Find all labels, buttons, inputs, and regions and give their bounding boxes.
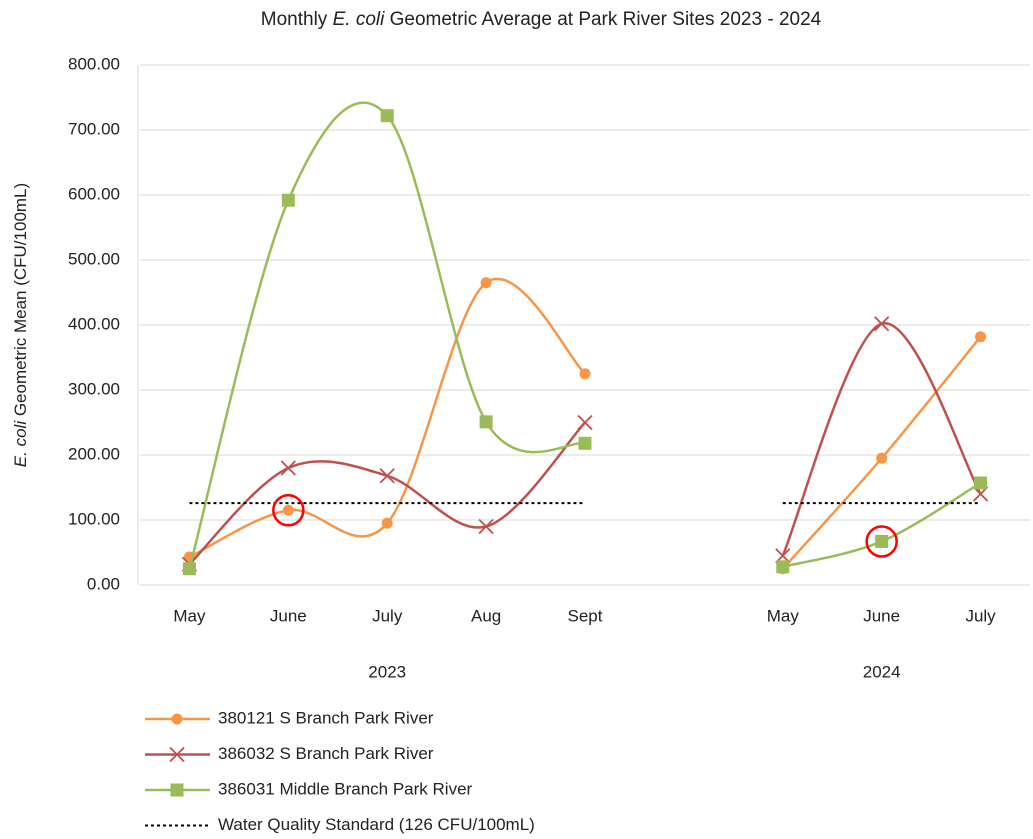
x-tick-label: June bbox=[863, 606, 900, 625]
highlight-circle bbox=[865, 525, 898, 558]
marker bbox=[478, 518, 494, 535]
y-tick-label: 300.00 bbox=[68, 379, 120, 398]
marker bbox=[480, 277, 492, 289]
y-label-part: E. coli bbox=[11, 420, 30, 468]
y-tick-label: 400.00 bbox=[68, 314, 120, 333]
legend-label: 386032 S Branch Park River bbox=[218, 744, 434, 763]
marker bbox=[578, 436, 592, 450]
title-part: Monthly bbox=[261, 9, 333, 30]
x-tick-label: May bbox=[767, 606, 800, 625]
marker bbox=[874, 316, 890, 332]
marker bbox=[381, 517, 393, 529]
marker bbox=[876, 452, 888, 464]
marker bbox=[281, 193, 295, 207]
x-tick-label: July bbox=[372, 606, 403, 625]
highlight-circle bbox=[272, 494, 305, 527]
y-tick-label: 200.00 bbox=[68, 444, 120, 463]
marker bbox=[479, 415, 493, 429]
y-axis-label: E. coli Geometric Mean (CFU/100mL) bbox=[11, 183, 30, 467]
group-label: 2023 bbox=[368, 662, 406, 681]
legend-label: Water Quality Standard (126 CFU/100mL) bbox=[218, 815, 535, 834]
marker bbox=[975, 331, 987, 343]
y-tick-label: 800.00 bbox=[68, 54, 120, 73]
marker bbox=[282, 504, 294, 516]
x-tick-label: Aug bbox=[471, 606, 501, 625]
marker bbox=[380, 109, 394, 123]
x-tick-label: Sept bbox=[568, 606, 603, 625]
y-tick-label: 0.00 bbox=[87, 574, 120, 593]
marker bbox=[577, 414, 593, 431]
legend-label: 386031 Middle Branch Park River bbox=[218, 779, 473, 798]
title-part: E. coli bbox=[333, 9, 386, 30]
marker bbox=[974, 476, 988, 490]
y-tick-label: 500.00 bbox=[68, 249, 120, 268]
chart-title: Monthly E. coli Geometric Average at Par… bbox=[261, 9, 822, 30]
legend-label: 380121 S Branch Park River bbox=[218, 708, 434, 727]
marker bbox=[182, 562, 196, 576]
marker bbox=[776, 560, 790, 574]
series-line bbox=[188, 101, 982, 570]
y-tick-label: 100.00 bbox=[68, 509, 120, 528]
marker bbox=[379, 468, 395, 484]
marker bbox=[875, 534, 889, 548]
y-tick-label: 700.00 bbox=[68, 119, 120, 138]
x-tick-label: July bbox=[965, 606, 996, 625]
x-tick-label: June bbox=[270, 606, 307, 625]
y-tick-label: 600.00 bbox=[68, 184, 120, 203]
x-tick-label: May bbox=[173, 606, 206, 625]
legend-marker bbox=[169, 746, 185, 763]
y-label-part: Geometric Mean (CFU/100mL) bbox=[11, 183, 30, 421]
title-part: Geometric Average at Park River Sites 20… bbox=[384, 9, 821, 30]
marker bbox=[280, 460, 296, 476]
marker bbox=[579, 368, 591, 380]
group-label: 2024 bbox=[863, 662, 901, 681]
legend-marker bbox=[171, 713, 183, 725]
legend-marker bbox=[170, 783, 184, 797]
